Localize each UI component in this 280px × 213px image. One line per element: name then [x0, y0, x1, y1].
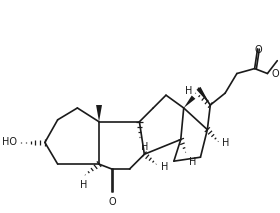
Text: H: H: [222, 138, 230, 148]
Text: H: H: [189, 157, 196, 167]
Text: O: O: [255, 45, 262, 55]
Polygon shape: [184, 95, 195, 108]
Text: H: H: [141, 142, 149, 153]
Polygon shape: [96, 105, 102, 122]
Text: O: O: [108, 197, 116, 207]
Polygon shape: [197, 87, 210, 105]
Text: HO: HO: [2, 137, 17, 147]
Text: H: H: [161, 162, 169, 172]
Text: H: H: [80, 180, 87, 190]
Text: H: H: [185, 86, 193, 96]
Text: O: O: [271, 69, 279, 79]
